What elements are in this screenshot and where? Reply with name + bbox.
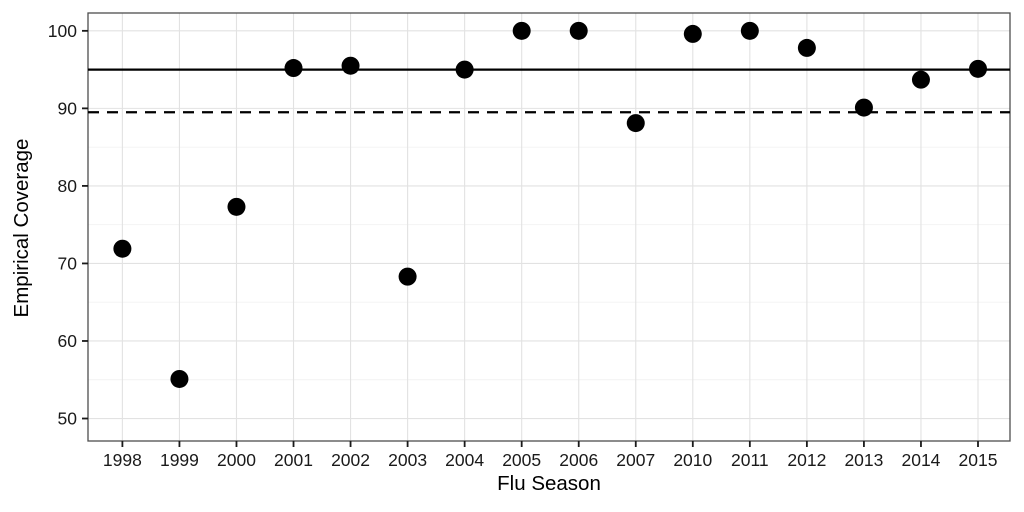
x-axis-title: Flu Season	[497, 472, 601, 495]
data-point	[227, 197, 246, 216]
x-tick-label: 2012	[787, 450, 826, 470]
data-point	[398, 267, 417, 286]
x-tick-label: 2000	[217, 450, 256, 470]
y-axis-title: Empirical Coverage	[10, 138, 33, 318]
panel-border	[87, 12, 1011, 442]
x-tick-label: 2002	[331, 450, 370, 470]
data-point	[911, 70, 930, 89]
data-point	[284, 59, 303, 78]
x-tick-label: 2014	[901, 450, 940, 470]
data-point	[455, 60, 474, 79]
x-tick-label: 2007	[616, 450, 655, 470]
x-tick-label: 2005	[502, 450, 541, 470]
x-tick-label: 2015	[959, 450, 998, 470]
data-point	[113, 239, 132, 258]
x-tick-label: 2004	[445, 450, 484, 470]
y-tick-label: 70	[58, 253, 78, 273]
data-point	[797, 38, 816, 57]
x-tick-label: 2001	[274, 450, 313, 470]
y-tick-label: 100	[48, 21, 77, 41]
x-tick-label: 2011	[731, 450, 769, 470]
data-point	[170, 369, 189, 388]
x-tick-label: 2010	[673, 450, 712, 470]
x-tick-label: 2003	[388, 450, 427, 470]
x-tick-label: 1999	[160, 450, 199, 470]
data-point	[569, 21, 588, 40]
x-tick-label: 2006	[559, 450, 598, 470]
plot-panel	[88, 13, 1010, 441]
y-tick-label: 90	[58, 98, 78, 118]
data-point	[740, 21, 759, 40]
x-tick-label: 2013	[844, 450, 883, 470]
data-point	[341, 56, 360, 75]
data-point	[683, 24, 702, 43]
data-point	[512, 21, 531, 40]
y-tick-label: 60	[58, 331, 78, 351]
x-tick-label: 1998	[103, 450, 142, 470]
data-point	[854, 98, 873, 117]
data-point	[626, 114, 645, 133]
y-tick-label: 80	[58, 176, 78, 196]
y-tick-label: 50	[58, 409, 78, 429]
data-point	[969, 59, 987, 78]
